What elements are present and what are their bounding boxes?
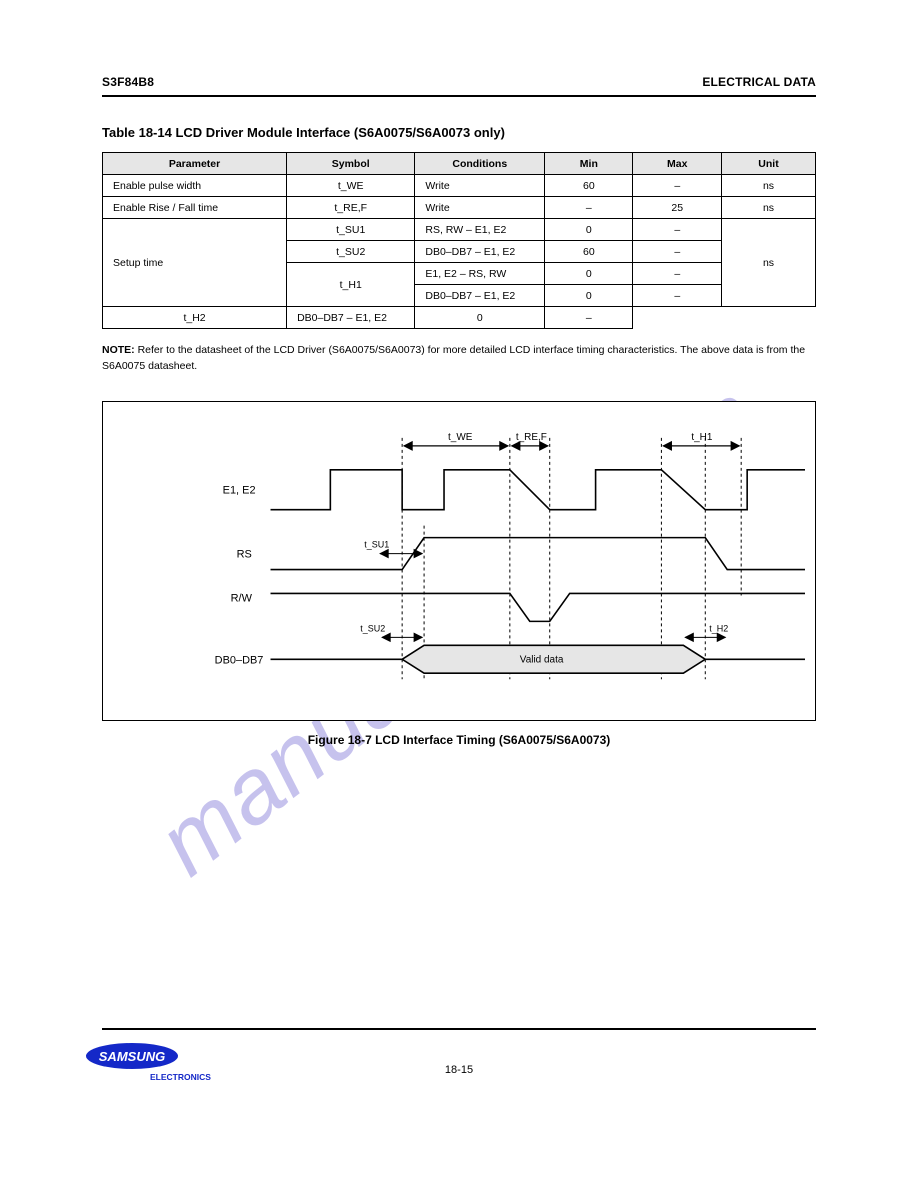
note: NOTE: Refer to the datasheet of the LCD … [102,343,816,375]
table-cell: Write [415,175,545,197]
table-cell: 0 [545,285,633,307]
lbl-valid: Valid data [520,654,564,665]
table-cell: DB0–DB7 – E1, E2 [415,241,545,263]
figure-caption: Figure 18-7 LCD Interface Timing (S6A007… [102,733,816,747]
footer-rule [102,1028,816,1030]
table-cell: 0 [545,219,633,241]
table-cell: 0 [545,263,633,285]
table-cell: DB0–DB7 – E1, E2 [415,285,545,307]
svg-text:SAMSUNG: SAMSUNG [99,1049,165,1064]
lbl-rs: RS [237,548,252,560]
lbl-th1: t_H1 [691,431,713,442]
th-max: Max [633,153,722,175]
table-cell: – [633,219,722,241]
table-cell: – [633,175,722,197]
table-cell: t_WE [287,175,415,197]
table-cell: RS, RW – E1, E2 [415,219,545,241]
table-cell: – [545,307,633,329]
header-rule [102,95,816,97]
page-number: 18-15 [0,1064,918,1076]
table-cell: Write [415,197,545,219]
lbl-clk: E1, E2 [223,484,256,496]
th-conditions: Conditions [415,153,545,175]
lbl-data: DB0–DB7 [215,654,264,666]
figure-box: t_WE t_RE,F t_H1 E1, E2 RS [102,401,816,721]
th-unit: Unit [722,153,816,175]
table-cell: 60 [545,175,633,197]
table-cell: t_H2 [103,307,287,329]
figure-wrap: t_WE t_RE,F t_H1 E1, E2 RS [102,401,816,747]
table-body: Enable pulse widtht_WEWrite60–nsEnable R… [103,175,816,329]
content: S3F84B8 ELECTRICAL DATA Table 18-14 LCD … [102,75,816,747]
table-cell: – [633,263,722,285]
table-cell: 60 [545,241,633,263]
note-body: Refer to the datasheet of the LCD Driver… [102,344,805,372]
table-row: Setup timet_SU1RS, RW – E1, E20–ns [103,219,816,241]
table-row: Enable Rise / Fall timet_RE,FWrite–25ns [103,197,816,219]
table-cell: ns [722,219,816,307]
table-cell: E1, E2 – RS, RW [415,263,545,285]
header-left: S3F84B8 [102,75,154,89]
table-cell: ns [722,175,816,197]
th-symbol: Symbol [287,153,415,175]
table-row: t_H2DB0–DB7 – E1, E20– [103,307,816,329]
th-parameter: Parameter [103,153,287,175]
timing-diagram: t_WE t_RE,F t_H1 E1, E2 RS [103,402,815,721]
table-cell: Setup time [103,219,287,307]
page: manualshive.com S3F84B8 ELECTRICAL DATA … [0,0,918,1188]
lbl-th2: t_H2 [709,623,728,633]
table-cell: ns [722,197,816,219]
table-cell: t_H1 [287,263,415,307]
note-head: NOTE: [102,344,135,356]
table-cell: t_SU2 [287,241,415,263]
table-cell: t_SU1 [287,219,415,241]
table-head: Parameter Symbol Conditions Min Max Unit [103,153,816,175]
table-cell: – [633,285,722,307]
page-header: S3F84B8 ELECTRICAL DATA [102,75,816,89]
lbl-tsu1: t_SU1 [364,539,389,549]
lbl-tref: t_RE,F [516,431,547,442]
lbl-rw: R/W [231,592,253,604]
header-right: ELECTRICAL DATA [702,75,816,89]
table-cell: 0 [415,307,545,329]
spec-table: Parameter Symbol Conditions Min Max Unit… [102,152,816,329]
th-min: Min [545,153,633,175]
lbl-twe: t_WE [448,431,473,442]
table-title: Table 18-14 LCD Driver Module Interface … [102,125,816,140]
table-cell: Enable pulse width [103,175,287,197]
table-row: Enable pulse widtht_WEWrite60–ns [103,175,816,197]
table-cell: – [545,197,633,219]
lbl-tsu2: t_SU2 [360,623,385,633]
table-cell: t_RE,F [287,197,415,219]
table-cell: Enable Rise / Fall time [103,197,287,219]
table-cell: – [633,241,722,263]
table-cell: DB0–DB7 – E1, E2 [287,307,415,329]
table-cell: 25 [633,197,722,219]
